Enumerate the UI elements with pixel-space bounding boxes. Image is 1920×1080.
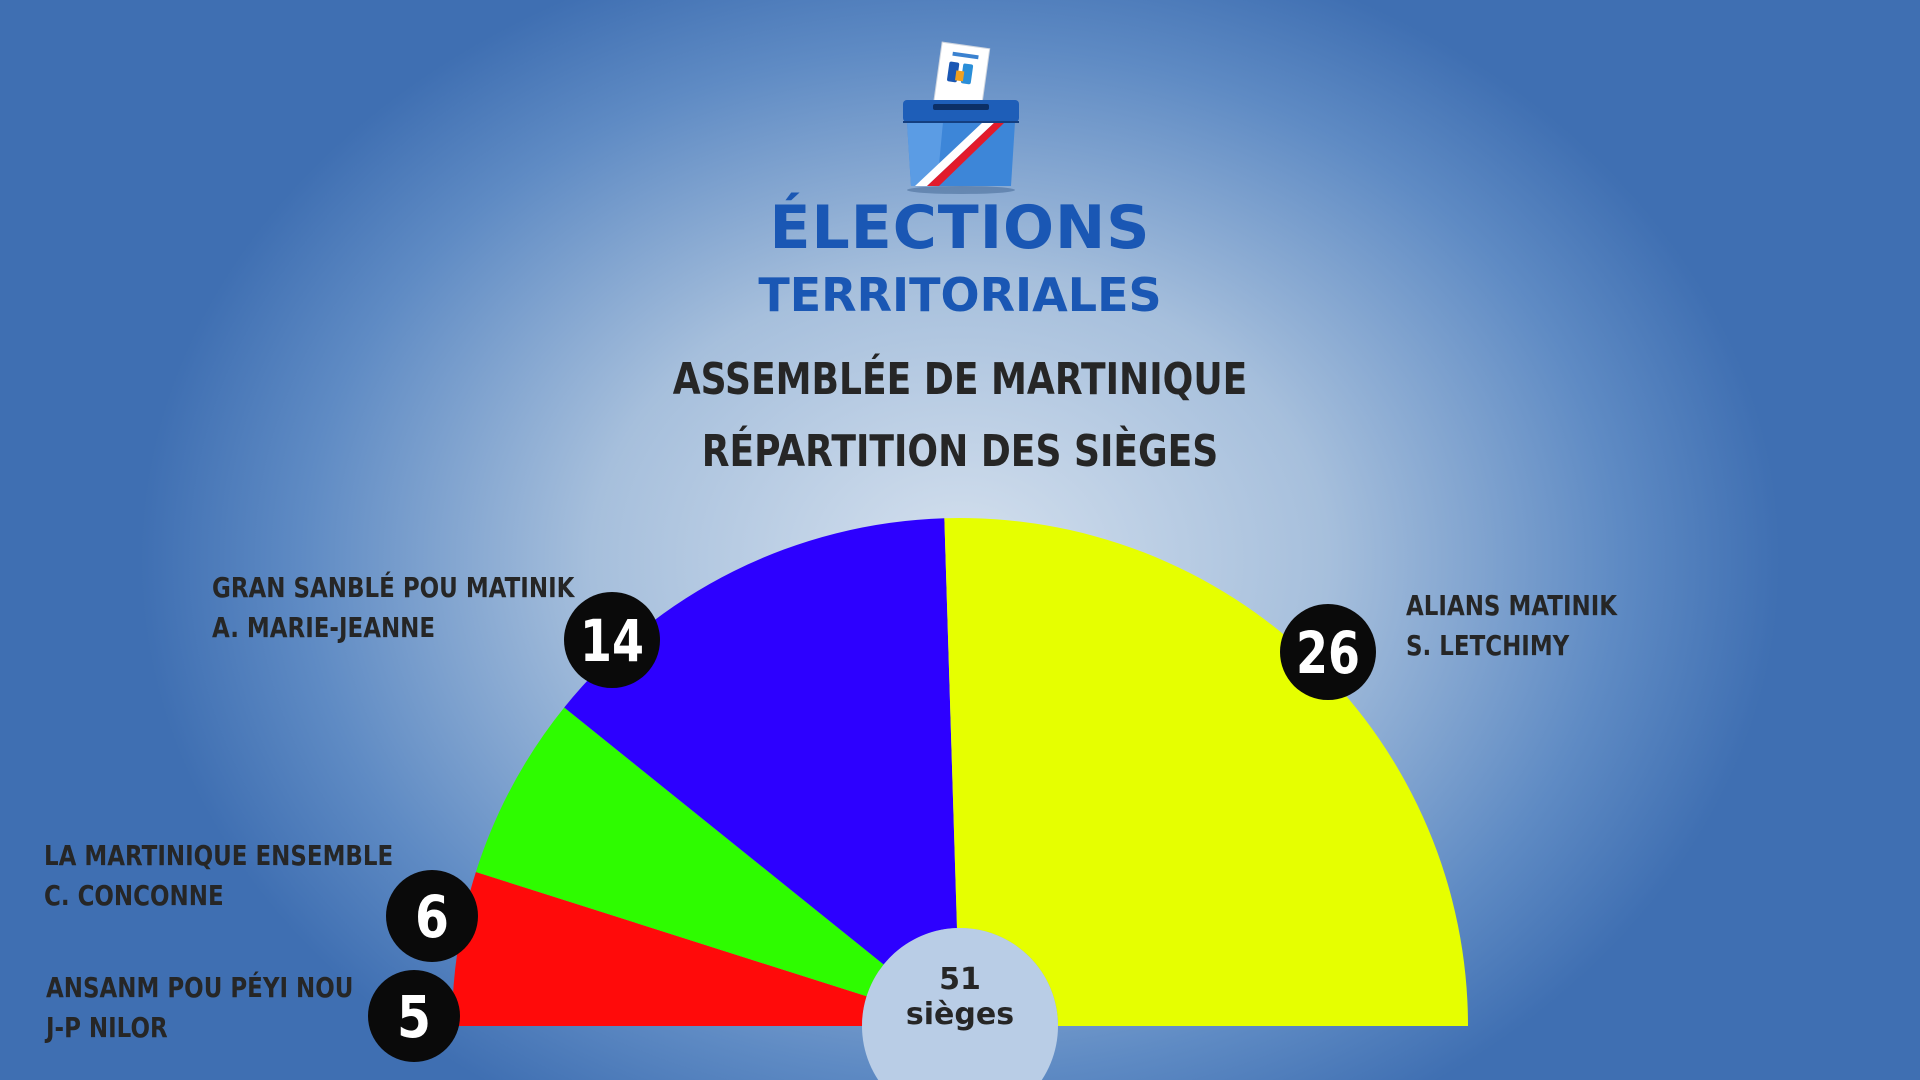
total-seats-unit: sièges <box>905 997 1015 1032</box>
value-badge: 26 <box>1280 604 1376 700</box>
chart-slice <box>944 518 1468 1026</box>
party-leader: A. MARIE-JEANNE <box>212 611 436 644</box>
badge-circle <box>564 592 660 688</box>
data-label: 6 <box>415 883 449 951</box>
center-hole <box>862 928 1058 1080</box>
ballot-paper <box>933 41 991 109</box>
party-label-gran-sanble: GRAN SANBLÉ POU MATINIK A. MARIE-JEANNE <box>212 568 574 648</box>
header-line-2: TERRITORIALES <box>758 268 1162 322</box>
party-label-ansanm-pou-peyi-nou: ANSANM POU PÉYI NOU J-P NILOR <box>46 968 353 1048</box>
party-leader: C. CONCONNE <box>44 879 224 912</box>
chart-value-badges: 5 6 14 26 <box>368 592 1376 1062</box>
value-badge: 14 <box>564 592 660 688</box>
party-label-alians-matinik: ALIANS MATINIK S. LETCHIMY <box>1406 586 1617 666</box>
badge-circle <box>1280 604 1376 700</box>
party-name: ANSANM POU PÉYI NOU <box>46 971 354 1004</box>
chart-slice <box>452 871 867 1026</box>
chart-slices <box>452 518 1468 1026</box>
party-leader: J-P NILOR <box>46 1011 168 1044</box>
value-badge: 6 <box>386 870 478 962</box>
badge-circle <box>386 870 478 962</box>
party-name: ALIANS MATINIK <box>1406 589 1618 622</box>
total-seats-label: 51 sièges <box>885 962 1035 1032</box>
total-seats-number: 51 <box>939 962 981 997</box>
party-name: LA MARTINIQUE ENSEMBLE <box>44 839 394 872</box>
data-label: 14 <box>580 607 644 675</box>
chart-slice <box>475 707 884 997</box>
ballot-box-logo <box>903 41 1019 194</box>
party-name: GRAN SANBLÉ POU MATINIK <box>212 571 575 604</box>
header-line-1: ÉLECTIONS <box>769 193 1151 263</box>
chart-title-line-1: ASSEMBLÉE DE MARTINIQUE <box>672 354 1248 405</box>
value-badge: 5 <box>368 970 460 1062</box>
chart-slice <box>564 518 957 965</box>
badge-circle <box>368 970 460 1062</box>
chart-title-line-2: RÉPARTITION DES SIÈGES <box>701 426 1219 477</box>
party-leader: S. LETCHIMY <box>1406 629 1570 662</box>
data-label: 5 <box>397 983 431 1051</box>
party-label-la-martinique-ensemble: LA MARTINIQUE ENSEMBLE C. CONCONNE <box>44 836 393 916</box>
data-label: 26 <box>1296 619 1360 687</box>
